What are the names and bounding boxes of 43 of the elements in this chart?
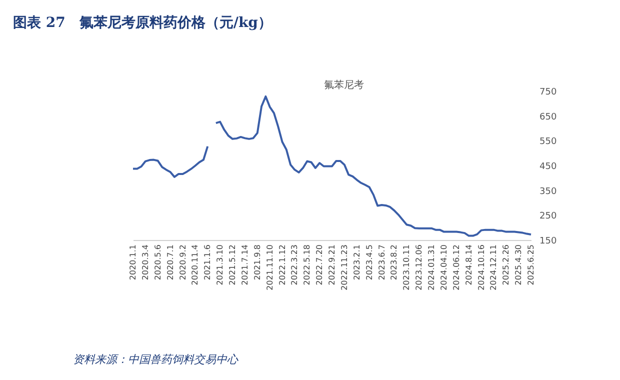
y-tick-label: 250	[540, 212, 557, 222]
y-tick-label: 750	[540, 88, 557, 98]
x-tick-label: 2021.5.12	[228, 244, 237, 286]
x-tick-label: 2024.10.16	[476, 244, 486, 290]
x-tick-label: 2022.3.23	[290, 244, 300, 286]
x-tick-label: 2020.9.2	[178, 244, 188, 280]
x-tick-label: 2021.11.10	[265, 244, 274, 290]
text: 资料来源：中国兽药饲料交易中心	[73, 353, 239, 366]
x-tick-label: 2023.2.1	[352, 244, 362, 280]
x-tick-label: 2020.3.4	[140, 244, 150, 280]
y-tick-label: 550	[540, 137, 557, 148]
x-tick-label: 2020.5.6	[153, 244, 162, 280]
x-tick-label: 2025.4.30	[514, 244, 524, 286]
x-tick-label: 2021.3.10	[216, 244, 225, 286]
y-tick-label: 650	[540, 112, 557, 122]
y-tick-label: 450	[540, 162, 557, 172]
x-tick-label: 2022.9.21	[328, 244, 336, 286]
y-tick-label: 150	[540, 236, 557, 246]
x-tick-label: 2020.1.1	[128, 244, 138, 280]
x-tick-label: 2023.8.2	[390, 244, 399, 280]
x-tick-label: 2020.11.4	[190, 244, 200, 286]
x-tick-label: 2023.4.5	[364, 244, 374, 280]
x-tick-label: 2023.12.06	[414, 244, 424, 290]
x-tick-label: 2022.5.18	[302, 244, 312, 286]
x-tick-label: 2023.10.11	[402, 244, 412, 290]
x-tick-label: 2022.1.12	[278, 244, 287, 286]
x-tick-label: 2025.6.25	[526, 244, 536, 286]
x-tick-label: 2020.7.1	[166, 244, 175, 280]
x-tick-label: 2025.2.26	[502, 244, 511, 286]
x-tick-label: 2024.12.11	[489, 244, 498, 290]
x-tick-label: 2021.9.8	[252, 244, 262, 280]
chart-title: 图表 27 氟苯尼考原料药价格（元/kg）	[13, 15, 272, 31]
x-tick-label: 2024.04.10	[439, 244, 448, 290]
x-tick-label: 2021.7.14	[240, 244, 250, 286]
x-tick-label: 2024.01.31	[427, 244, 436, 290]
x-tick-label: 2021.1.6	[203, 244, 212, 280]
x-tick-label: 2024.06.12	[452, 244, 461, 290]
chart-subtitle: 氟苯尼考	[324, 79, 364, 91]
x-tick-label: 2022.7.20	[315, 244, 324, 286]
y-tick-label: 350	[540, 186, 557, 197]
x-tick-label: 2023.6.7	[377, 244, 386, 280]
x-tick-label: 2022.11.23	[340, 244, 349, 290]
x-tick-label: 2024.8.14	[464, 244, 474, 286]
